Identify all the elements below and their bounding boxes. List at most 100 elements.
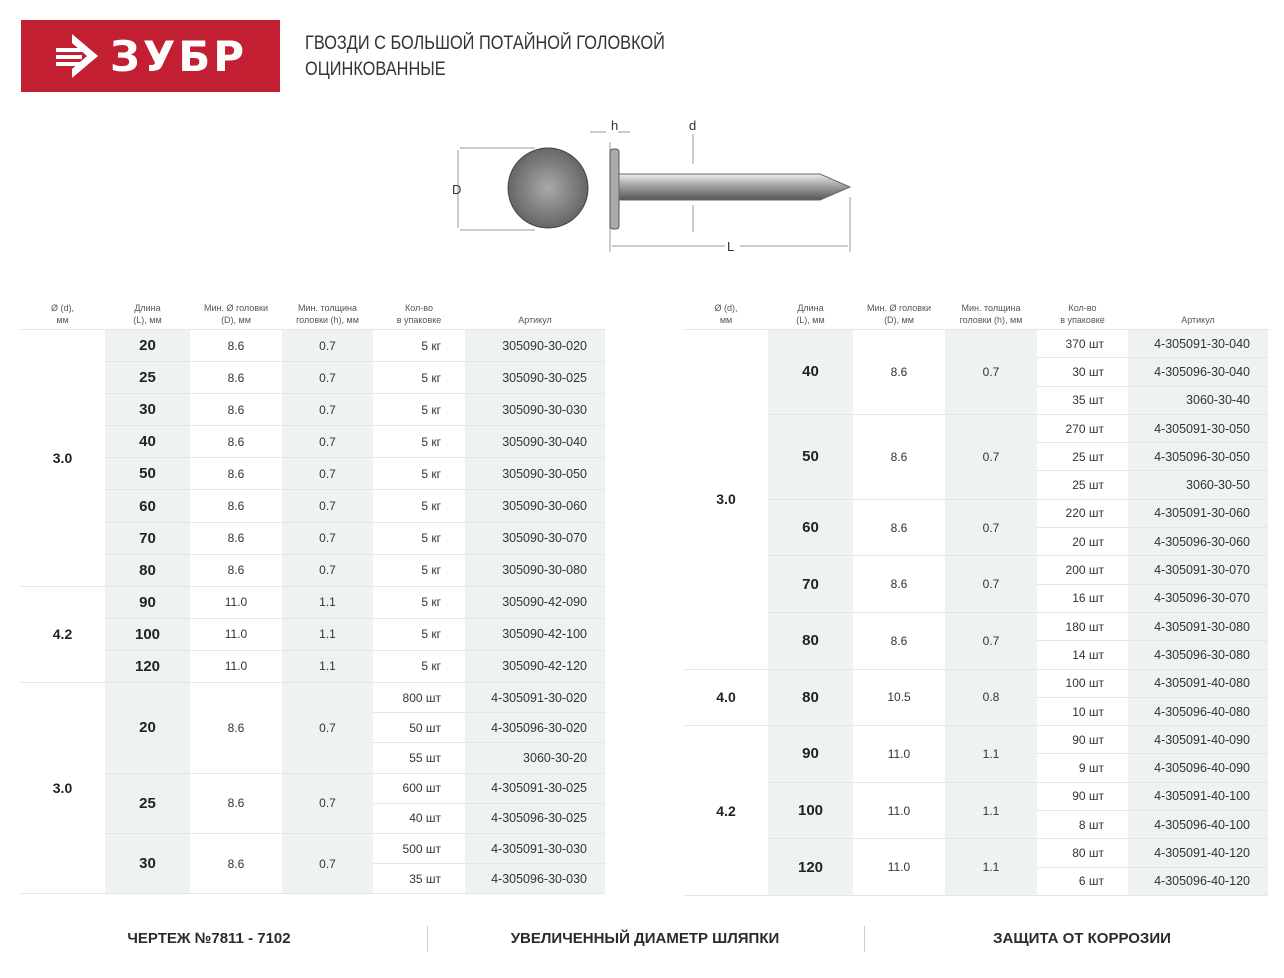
column-header-head-thickness: Мин. толщина головки (h), мм [282,298,373,330]
cell-length: 100 [768,782,853,840]
cell-article: 4-305091-40-080 [1128,669,1268,698]
cell-head-diameter: 8.6 [190,554,282,587]
table-row: 4.2 90 11.0 1.1 90 шт 4-305091-40-090 [684,725,1268,896]
table-row: 120 11.0 1.1 5 кг 305090-42-120 [20,650,605,684]
cell-head-thickness: 1.1 [945,838,1037,896]
logo-arrow-icon [55,34,98,78]
cell-length: 90 [105,586,190,619]
table-row: 10 шт 4-305096-40-080 [684,697,1268,727]
cell-length: 20 [105,329,190,363]
table-row: 4.0 80 10.5 0.8 100 шт 4-305091-40-080 [684,669,1268,727]
footer-head-diameter: УВЕЛИЧЕННЫЙ ДИАМЕТР ШЛЯПКИ [510,930,780,947]
table-row: 50 8.6 0.7 270 шт 4-305091-30-050 [684,414,1268,500]
cell-pack-qty: 5 кг [373,586,465,619]
cell-head-diameter: 8.6 [190,393,282,427]
table-row: 4.2 90 11.0 1.1 5 кг 305090-42-090 [20,586,605,684]
cell-pack-qty: 100 шт [1037,669,1128,698]
cell-head-thickness: 0.7 [282,682,373,774]
table-row: 70 8.6 0.7 5 кг 305090-30-070 [20,522,605,555]
table-row: 3.0 40 8.6 0.7 370 шт 4-305091-30-040 [684,329,1268,670]
cell-head-thickness: 0.7 [945,329,1037,415]
cell-length: 40 [105,425,190,459]
footer-divider [427,926,428,952]
cell-pack-qty: 55 шт [373,742,465,774]
cell-length: 60 [768,499,853,557]
cell-diameter: 3.0 [684,329,768,670]
cell-head-diameter: 8.6 [190,682,282,774]
table-row: 35 шт 4-305096-30-030 [20,863,605,895]
cell-head-thickness: 0.7 [945,499,1037,557]
cell-article: 4-305091-30-050 [1128,414,1268,444]
table-header-row: Ø (d), мм Длина (L), мм Мин. Ø головки (D)… [684,298,1268,330]
cell-diameter: 3.0 [20,682,105,895]
cell-pack-qty: 600 шт [373,773,465,804]
table-row: 50 8.6 0.7 5 кг 305090-30-050 [20,457,605,491]
cell-head-thickness: 0.7 [945,612,1037,670]
cell-head-diameter: 8.6 [853,555,945,613]
cell-article: 305090-42-100 [465,618,605,651]
table-row: 120 11.0 1.1 80 шт 4-305091-40-120 [684,838,1268,896]
cell-article: 4-305091-40-100 [1128,782,1268,812]
table-header-row: Ø (d), мм Длина (L), мм Мин. Ø головки (D)… [20,298,605,330]
table-row: 25 шт 4-305096-30-050 [684,442,1268,472]
cell-head-thickness: 0.7 [282,457,373,491]
cell-pack-qty: 35 шт [373,863,465,895]
cell-pack-qty: 800 шт [373,682,465,714]
nail-diagram: D h d L [452,118,852,254]
cell-length: 25 [105,361,190,395]
cell-length: 60 [105,489,190,523]
cell-head-diameter: 8.6 [190,489,282,523]
table-row: 40 шт 4-305096-30-025 [20,803,605,834]
cell-article: 4-305096-30-070 [1128,584,1268,613]
cell-head-diameter: 11.0 [853,782,945,840]
column-header-diameter: Ø (d), мм [20,298,105,330]
cell-head-diameter: 11.0 [853,725,945,783]
cell-head-diameter: 8.6 [190,457,282,491]
cell-article: 4-305096-30-040 [1128,357,1268,387]
cell-pack-qty: 25 шт [1037,470,1128,500]
cell-pack-qty: 200 шт [1037,555,1128,585]
table-row: 25 шт 3060-30-50 [684,470,1268,500]
cell-length: 100 [105,618,190,651]
column-header-pack-qty: Кол-во в упаковке [373,298,465,330]
cell-pack-qty: 5 кг [373,425,465,459]
cell-pack-qty: 5 кг [373,489,465,523]
cell-head-diameter: 8.6 [190,361,282,395]
cell-pack-qty: 40 шт [373,803,465,834]
table-row: 30 8.6 0.7 5 кг 305090-30-030 [20,393,605,427]
cell-length: 120 [105,650,190,684]
cell-length: 90 [768,725,853,783]
cell-article: 305090-30-025 [465,361,605,395]
cell-head-thickness: 0.7 [282,522,373,555]
footer-divider [864,926,865,952]
cell-head-thickness: 0.7 [945,414,1037,500]
cell-diameter: 4.0 [684,669,768,727]
cell-head-diameter: 8.6 [190,329,282,363]
table-row: 16 шт 4-305096-30-070 [684,584,1268,613]
table-row: 30 8.6 0.7 500 шт 4-305091-30-030 [20,833,605,895]
cell-pack-qty: 30 шт [1037,357,1128,387]
cell-length: 30 [105,393,190,427]
cell-pack-qty: 50 шт [373,712,465,744]
cell-pack-qty: 90 шт [1037,725,1128,755]
cell-pack-qty: 5 кг [373,618,465,651]
table-row: 100 11.0 1.1 5 кг 305090-42-100 [20,618,605,651]
cell-pack-qty: 14 шт [1037,640,1128,670]
table-row: 14 шт 4-305096-30-080 [684,640,1268,670]
cell-head-diameter: 8.6 [190,833,282,895]
cell-article: 305090-30-030 [465,393,605,427]
cell-head-thickness: 1.1 [282,586,373,619]
cell-head-thickness: 1.1 [282,650,373,684]
spec-table-right: Ø (d), мм Длина (L), мм Мин. Ø головки (D)… [684,298,1268,896]
cell-pack-qty: 90 шт [1037,782,1128,812]
cell-article: 4-305096-30-060 [1128,527,1268,557]
cell-article: 4-305091-30-020 [465,682,605,714]
cell-pack-qty: 220 шт [1037,499,1128,529]
cell-article: 305090-30-040 [465,425,605,459]
table-row: 6 шт 4-305096-40-120 [684,867,1268,896]
brand-name: ЗУБР [109,31,247,81]
cell-pack-qty: 10 шт [1037,697,1128,727]
cell-length: 80 [768,612,853,670]
cell-article: 4-305091-40-090 [1128,725,1268,755]
cell-article: 305090-42-120 [465,650,605,684]
